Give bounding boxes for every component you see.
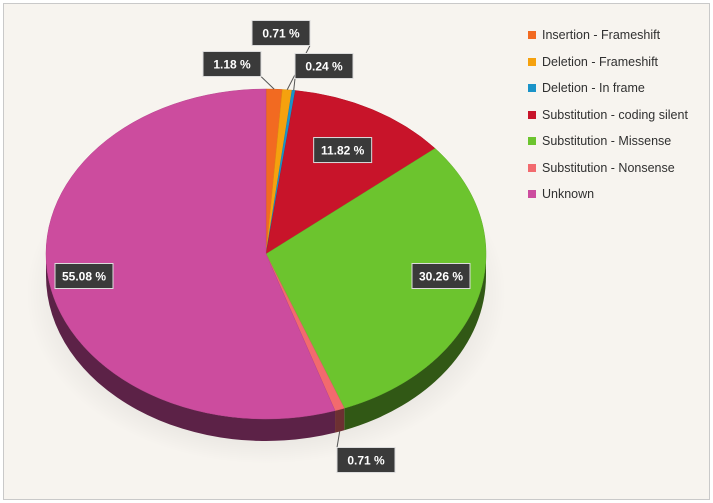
data-label: 11.82 % <box>313 137 373 164</box>
legend-swatch <box>528 190 536 199</box>
legend-item: Substitution - coding silent <box>528 102 708 129</box>
data-label-text: 0.71 % <box>262 27 300 41</box>
pie-slice <box>45 88 336 420</box>
legend-item: Unknown <box>528 181 708 208</box>
data-label: 55.08 % <box>54 263 114 289</box>
data-label-box <box>54 263 114 289</box>
legend-swatch <box>528 57 536 66</box>
legend-swatch <box>528 163 536 172</box>
legend-label: Substitution - Nonsense <box>542 160 675 175</box>
leader-line <box>260 76 275 90</box>
legend-item: Deletion - In frame <box>528 75 708 102</box>
data-label: 30.26 % <box>411 263 471 289</box>
data-labels: 1.18 % 0.71 % 0.24 % 11.82 % 30.26 % 0.71 % 55… <box>54 20 471 473</box>
legend-label: Unknown <box>542 187 595 202</box>
data-label-text: 0.71 % <box>347 454 385 468</box>
legend-label: Insertion - Frameshift <box>542 28 661 43</box>
leader-line <box>293 78 296 91</box>
legend-label: Substitution - Missense <box>542 134 672 149</box>
legend-swatch <box>528 84 536 93</box>
pie-slices <box>45 88 487 420</box>
data-label: 1.18 % <box>202 51 262 77</box>
data-label-box <box>313 137 373 164</box>
legend-swatch <box>528 31 536 40</box>
legend-label: Deletion - Frameshift <box>542 54 659 69</box>
pie-chart: 1.18 % 0.71 % 0.24 % 11.82 % 30.26 % 0.71 % 55… <box>26 20 506 473</box>
legend-label: Deletion - In frame <box>542 81 645 96</box>
data-label: 0.24 % <box>294 53 354 79</box>
slice-side <box>335 408 345 433</box>
data-label-box <box>294 53 354 79</box>
legend-item: Insertion - Frameshift <box>528 22 708 49</box>
pie-depth <box>46 254 486 441</box>
pie-slice <box>265 90 436 255</box>
data-label: 0.71 % <box>336 447 396 473</box>
data-label-box <box>202 51 262 77</box>
chart-frame: 1.18 % 0.71 % 0.24 % 11.82 % 30.26 % 0.71 % 55… <box>3 3 710 500</box>
legend: Insertion - Frameshift Deletion - Frames… <box>528 22 708 208</box>
pie-slice <box>265 148 487 409</box>
data-label-text: 1.18 % <box>213 58 251 72</box>
data-label-text: 30.26 % <box>419 270 463 284</box>
data-label-text: 55.08 % <box>62 270 106 284</box>
slice-side <box>46 254 336 441</box>
legend-item: Substitution - Missense <box>528 128 708 155</box>
data-label-box <box>336 447 396 473</box>
legend-label: Substitution - coding silent <box>542 107 688 122</box>
data-label-text: 0.24 % <box>305 60 343 74</box>
legend-swatch <box>528 110 536 119</box>
data-label: 0.71 % <box>251 20 311 46</box>
legend-item: Substitution - Nonsense <box>528 155 708 182</box>
data-label-box <box>411 263 471 289</box>
slice-side <box>344 254 486 431</box>
data-label-text: 11.82 % <box>321 144 365 158</box>
legend-swatch <box>528 137 536 146</box>
leader-line <box>336 431 341 448</box>
legend-item: Deletion - Frameshift <box>528 49 708 76</box>
data-label-box <box>251 20 311 46</box>
